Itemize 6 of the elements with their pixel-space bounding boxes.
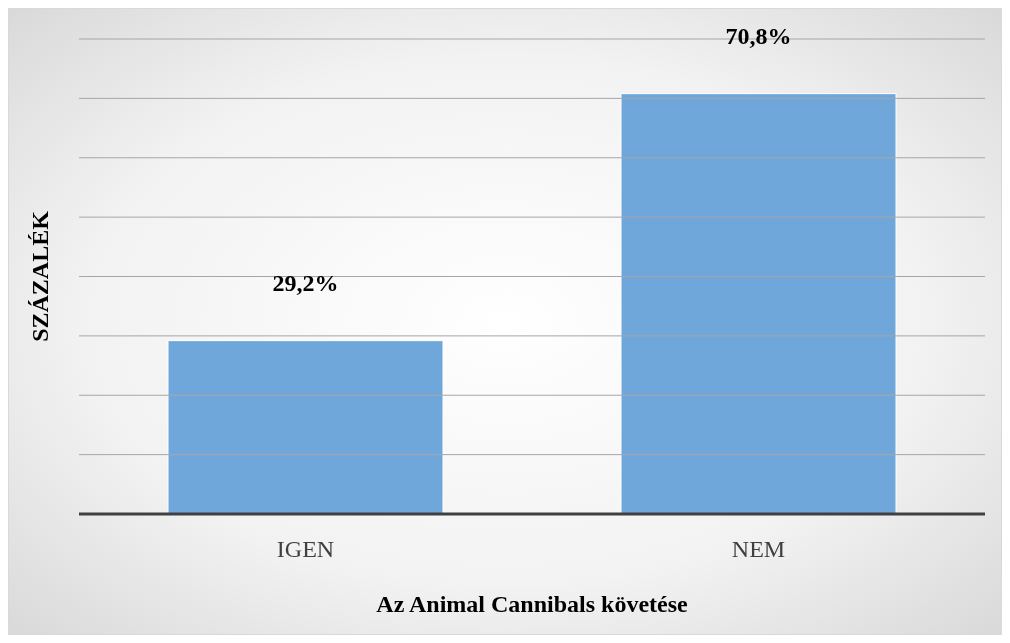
x-tick-label: IGEN xyxy=(276,536,335,563)
x-axis-title: Az Animal Cannibals követése xyxy=(376,591,689,617)
y-axis-title: SZÁZALÉK xyxy=(26,210,53,342)
data-label: 29,2% xyxy=(272,269,339,296)
x-tick-label: NEM xyxy=(731,536,786,563)
data-label: 70,8% xyxy=(725,22,792,49)
